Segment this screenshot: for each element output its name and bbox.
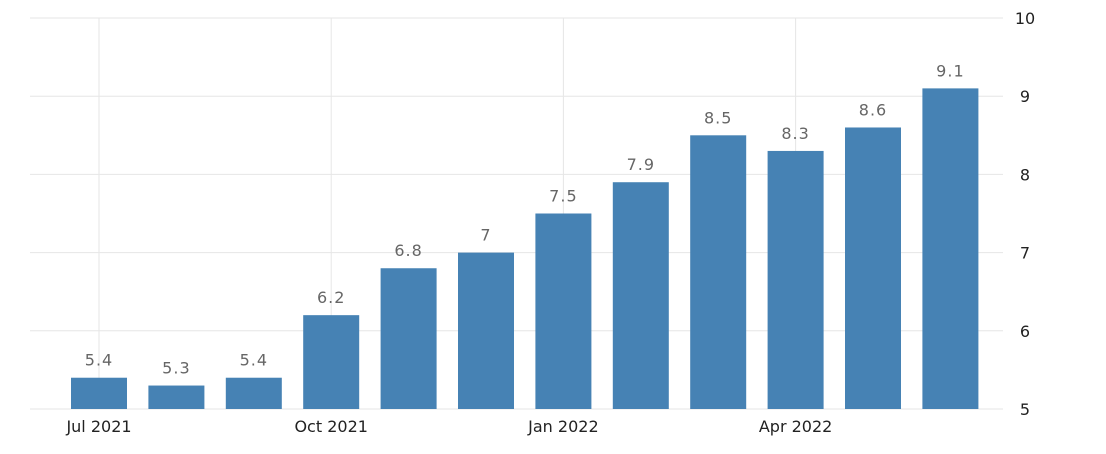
data-label-2022-04: 8.3 xyxy=(781,124,809,143)
bar-2021-09 xyxy=(225,377,282,409)
bar-2021-07 xyxy=(71,377,127,409)
bar-2022-05 xyxy=(845,127,901,409)
bar-2022-06 xyxy=(922,88,979,409)
data-label-2022-01: 7.5 xyxy=(549,187,577,206)
data-label-2021-09: 5.4 xyxy=(240,351,268,370)
x-tick-label: Jul 2021 xyxy=(65,417,131,436)
data-label-2021-10: 6.2 xyxy=(317,288,345,307)
data-label-2022-03: 8.5 xyxy=(704,108,732,127)
axis-layer: 5 6 7 8 9 10 Jul 2021 Oct 2021 Jan 2022 Apr 2022 xyxy=(65,9,1035,436)
data-label-2021-07: 5.4 xyxy=(85,351,113,370)
data-label-2021-08: 5.3 xyxy=(162,359,190,378)
data-label-2021-12: 7 xyxy=(480,226,491,245)
y-tick-label: 9 xyxy=(1020,87,1030,106)
data-label-2021-11: 6.8 xyxy=(394,241,422,260)
bar-layer xyxy=(71,88,979,410)
bar-2022-04 xyxy=(767,150,824,409)
bar-2022-01 xyxy=(535,213,592,409)
data-label-layer: 5.4 5.3 5.4 6.2 6.8 7 7.5 7.9 8.5 8.3 8.6 9.1 xyxy=(85,61,964,378)
y-tick-label: 7 xyxy=(1020,244,1030,263)
bar-2021-10 xyxy=(303,315,360,409)
x-tick-label: Jan 2022 xyxy=(527,417,598,436)
data-label-2022-06: 9.1 xyxy=(936,61,964,80)
bar-2021-11 xyxy=(380,268,437,409)
data-label-2022-02: 7.9 xyxy=(627,155,655,174)
bar-2022-03 xyxy=(690,135,747,410)
y-tick-label: 6 xyxy=(1020,322,1030,341)
x-tick-label: Apr 2022 xyxy=(759,417,832,436)
data-label-2022-05: 8.6 xyxy=(859,100,887,119)
y-tick-label: 10 xyxy=(1015,9,1035,28)
y-tick-label: 8 xyxy=(1020,165,1030,184)
bar-2021-12 xyxy=(458,252,514,409)
x-tick-label: Oct 2021 xyxy=(294,417,367,436)
bar-2021-08 xyxy=(148,385,205,409)
y-tick-label: 5 xyxy=(1020,400,1030,419)
grid-layer xyxy=(30,17,1003,410)
bar-2022-02 xyxy=(612,182,669,409)
